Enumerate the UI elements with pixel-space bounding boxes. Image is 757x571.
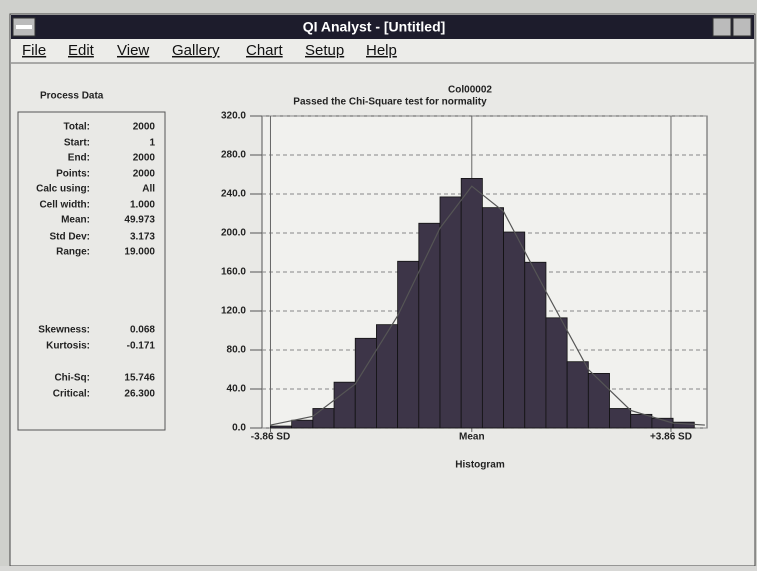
panel-title: Process Data	[40, 91, 104, 102]
menu-item[interactable]: File	[22, 42, 46, 59]
menu-item[interactable]: Help	[366, 42, 397, 59]
stat-value: 2000	[133, 153, 156, 164]
x-tick-label: Mean	[459, 432, 485, 443]
stat-value: 1.000	[130, 200, 155, 211]
chart-subtitle: Passed the Chi-Square test for normality	[293, 97, 487, 108]
menu-item[interactable]: Gallery	[172, 42, 220, 59]
bar	[313, 409, 334, 429]
y-tick-label: 200.0	[221, 228, 246, 239]
y-tick-label: 320.0	[221, 111, 246, 122]
chart-title: Col00002	[448, 85, 492, 96]
stat-value: 2000	[133, 169, 156, 180]
y-tick-label: 160.0	[221, 267, 246, 278]
y-tick-label: 40.0	[227, 384, 247, 395]
bar	[610, 409, 631, 429]
stat-value: All	[142, 184, 155, 195]
menu-item[interactable]: Edit	[68, 42, 95, 59]
bar	[525, 262, 546, 428]
y-tick-label: 240.0	[221, 189, 246, 200]
stat-label: Cell width:	[39, 200, 90, 211]
x-tick-label: +3.86 SD	[650, 432, 692, 443]
plot: 0.0 40.0 80.0 120.0 160.0 200.0 240.0 280.0 320.…	[221, 111, 707, 443]
minimize-button[interactable]	[713, 18, 731, 36]
y-tick-label: 0.0	[232, 423, 246, 434]
bar	[567, 362, 588, 428]
menu-item[interactable]: Setup	[305, 42, 344, 59]
stat-value: 0.068	[130, 325, 155, 336]
bar	[334, 382, 355, 428]
page: QI Analyst - [Untitled] File Edit View Gall…	[0, 0, 757, 566]
bar	[482, 208, 503, 428]
stat-value: 19.000	[124, 247, 155, 258]
bar	[292, 420, 313, 428]
maximize-button[interactable]	[733, 18, 751, 36]
y-tick-label: 120.0	[221, 306, 246, 317]
menu: File Edit View Gallery Chart Setup Help	[22, 42, 397, 59]
stat-label: Points:	[56, 169, 90, 180]
window-title: QI Analyst - [Untitled]	[303, 19, 446, 35]
stat-label: Std Dev:	[49, 232, 90, 243]
stat-value: 26.300	[124, 389, 155, 400]
bar	[461, 178, 482, 428]
stat-label: Skewness:	[38, 325, 90, 336]
stat-value: 49.973	[124, 215, 155, 226]
bar	[419, 223, 440, 428]
stat-label: Calc using:	[36, 184, 90, 195]
stat-value: 1	[149, 138, 155, 149]
stat-value: -0.171	[127, 341, 156, 352]
bar	[504, 232, 525, 428]
stat-label: End:	[68, 153, 90, 164]
menu-item[interactable]: Chart	[246, 42, 284, 59]
y-tick-label: 80.0	[227, 345, 247, 356]
bar	[376, 325, 397, 428]
stat-value: 2000	[133, 122, 156, 133]
stat-value: 15.746	[124, 373, 155, 384]
stat-value: 3.173	[130, 232, 155, 243]
y-tick-label: 280.0	[221, 150, 246, 161]
stat-label: Chi-Sq:	[54, 373, 90, 384]
bar	[440, 197, 461, 428]
stat-label: Start:	[64, 138, 90, 149]
bar	[355, 338, 376, 428]
bar	[398, 261, 419, 428]
stat-label: Critical:	[53, 389, 90, 400]
menu-item[interactable]: View	[117, 42, 149, 59]
x-axis-label: Histogram	[455, 460, 505, 471]
screen: QI Analyst - [Untitled] File Edit View Gall…	[0, 0, 757, 566]
control-menu-icon	[16, 25, 32, 29]
bar	[546, 318, 567, 428]
stat-label: Mean:	[61, 215, 90, 226]
stat-label: Kurtosis:	[46, 341, 90, 352]
stat-label: Range:	[56, 247, 90, 258]
x-tick-label: -3.86 SD	[251, 432, 290, 443]
bar	[588, 373, 609, 428]
bar	[270, 426, 291, 428]
stat-label: Total:	[64, 122, 90, 133]
